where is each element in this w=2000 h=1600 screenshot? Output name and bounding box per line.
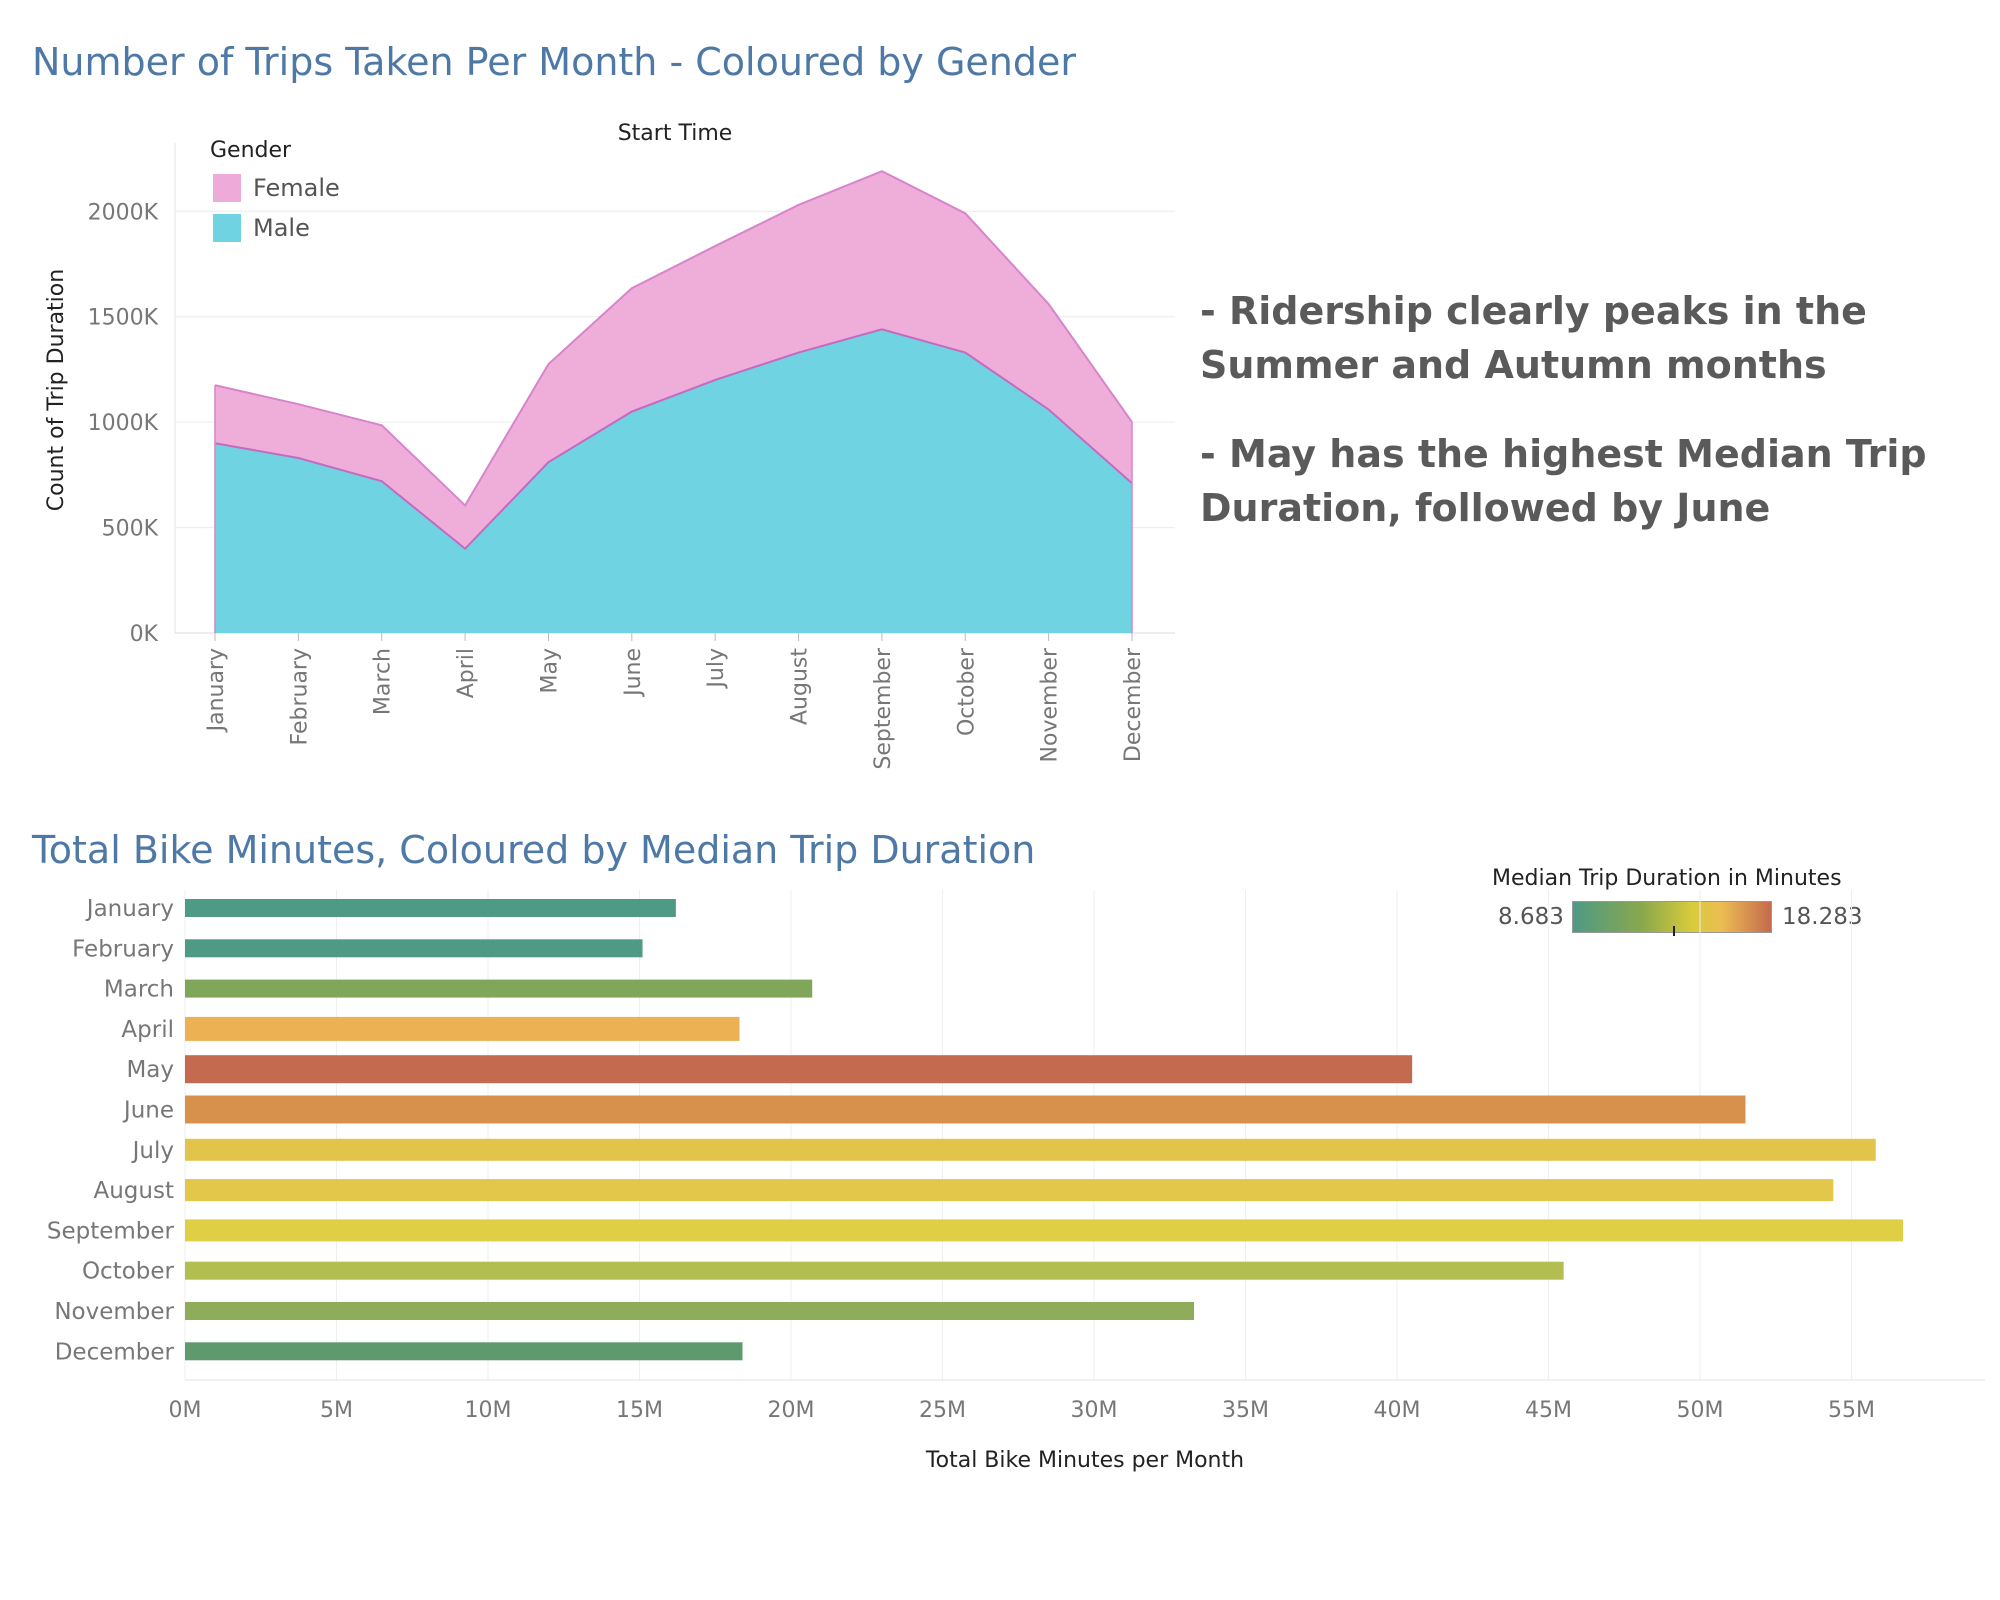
bar-november — [185, 1302, 1194, 1320]
y-tick-label: 500K — [102, 517, 159, 542]
male-swatch — [213, 214, 241, 242]
x-tick-label: July — [704, 648, 729, 690]
female-swatch — [213, 174, 241, 202]
y-tick-label: February — [72, 936, 174, 962]
bar-march — [185, 979, 813, 998]
y-tick-label: May — [126, 1057, 174, 1083]
x-tick-label: 5M — [320, 1398, 353, 1423]
x-tick-label: September — [871, 647, 896, 770]
x-tick-label: 55M — [1828, 1398, 1875, 1423]
color-legend-title: Median Trip Duration in Minutes — [1492, 866, 1842, 891]
bar-august — [185, 1179, 1834, 1202]
x-tick-label: 15M — [616, 1398, 663, 1423]
x-tick-label: February — [287, 648, 312, 746]
x-axis-title: Total Bike Minutes per Month — [925, 1448, 1244, 1473]
x-tick-label: 20M — [768, 1398, 815, 1423]
x-axis-title: Start Time — [618, 121, 733, 146]
y-tick-label: March — [104, 977, 174, 1003]
bar-may — [185, 1055, 1413, 1084]
bar-february — [185, 939, 643, 958]
color-legend-max: 18.283 — [1782, 904, 1863, 930]
x-tick-label: 45M — [1525, 1398, 1572, 1423]
legend-label-male: Male — [253, 214, 310, 242]
x-tick-label: October — [954, 647, 979, 736]
x-tick-label: 10M — [465, 1398, 512, 1423]
x-tick-label: November — [1038, 647, 1063, 762]
x-tick-label: 40M — [1374, 1398, 1421, 1423]
y-tick-label: 1000K — [88, 411, 159, 436]
bar-january — [185, 899, 676, 917]
female-area — [215, 171, 1132, 549]
y-tick-label: 1500K — [88, 306, 159, 331]
x-tick-label: December — [1121, 647, 1146, 762]
female-line — [214, 170, 1133, 508]
y-tick-label: 2000K — [88, 200, 159, 225]
bar-chart-title: Total Bike Minutes, Coloured by Median T… — [32, 828, 1036, 872]
x-tick-label: May — [537, 648, 562, 693]
area-chart-title: Number of Trips Taken Per Month - Colour… — [32, 40, 1077, 84]
x-tick-label: 35M — [1222, 1398, 1269, 1423]
y-tick-label: December — [55, 1339, 175, 1365]
y-axis-title: Count of Trip Duration — [44, 269, 69, 511]
y-tick-label: April — [121, 1017, 174, 1043]
bar-april — [185, 1016, 740, 1041]
x-tick-label: 25M — [919, 1398, 966, 1423]
color-ramp[interactable] — [1572, 901, 1772, 933]
y-tick-label: September — [47, 1218, 175, 1244]
male-line — [214, 328, 1133, 551]
bar-october — [185, 1261, 1564, 1280]
bar-september — [185, 1219, 1904, 1242]
area-chart: 0K 500K 1000K 1500K 2000K January February Marc… — [44, 121, 1175, 770]
male-area — [215, 329, 1132, 633]
y-tick-label: August — [94, 1178, 175, 1204]
bar-june — [185, 1095, 1746, 1124]
x-tick-label: 0M — [169, 1398, 202, 1423]
y-tick-label: November — [54, 1299, 174, 1325]
legend-item-male[interactable]: Male — [213, 214, 310, 242]
x-tick-label: April — [454, 648, 479, 698]
bar-december — [185, 1342, 743, 1361]
x-tick-label: August — [788, 648, 813, 725]
bar-july — [185, 1138, 1876, 1161]
legend-label-female: Female — [253, 174, 340, 202]
y-tick-label: October — [82, 1259, 175, 1285]
insight-text-ridership: - Ridership clearly peaks in the Summer … — [1200, 289, 1867, 387]
color-legend-min: 8.683 — [1498, 904, 1564, 930]
bar-chart: 0M 5M 10M 15M 20M 25M 30M 35M 40M 45M 50M 55M Januar… — [47, 890, 1985, 1473]
legend-item-female[interactable]: Female — [213, 174, 340, 202]
x-tick-label: June — [621, 648, 646, 698]
x-tick-label: March — [371, 648, 396, 715]
gender-legend-title: Gender — [210, 138, 292, 163]
x-tick-label: 50M — [1677, 1398, 1724, 1423]
insight-text-median-duration: - May has the highest Median Trip Durati… — [1200, 432, 1927, 530]
x-tick-label: January — [204, 648, 229, 733]
y-tick-label: June — [122, 1098, 174, 1124]
y-tick-label: July — [131, 1138, 174, 1164]
y-tick-label: 0K — [130, 622, 159, 647]
y-tick-label: January — [85, 896, 174, 922]
x-tick-label: 30M — [1071, 1398, 1118, 1423]
color-ramp-marker — [1673, 926, 1675, 936]
